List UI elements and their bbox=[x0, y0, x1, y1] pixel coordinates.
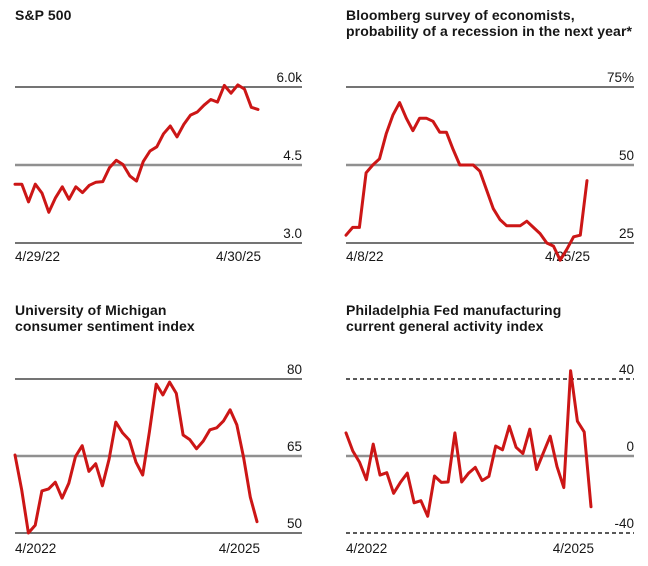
recession-probability-line-chart: 75% 50 25 4/8/22 4/25/25 bbox=[344, 70, 634, 264]
y-axis-label: 80 bbox=[287, 362, 302, 377]
x-axis-start-label: 4/2022 bbox=[15, 541, 56, 556]
chart-panel-recession-probability: Bloomberg survey of economists, probabil… bbox=[324, 0, 648, 283]
sp500-line-chart: 6.0k 4.5 3.0 4/29/22 4/30/25 bbox=[13, 70, 302, 264]
y-axis-label: 6.0k bbox=[276, 70, 302, 85]
chart-title: Philadelphia Fed manufacturing current g… bbox=[346, 302, 561, 334]
x-axis-end-label: 4/2025 bbox=[219, 541, 260, 556]
x-axis-start-label: 4/29/22 bbox=[15, 249, 60, 264]
x-axis-start-label: 4/8/22 bbox=[346, 249, 384, 264]
chart-title-line: current general activity index bbox=[346, 318, 544, 334]
chart-title-line: probability of a recession in the next y… bbox=[346, 23, 633, 39]
series-line bbox=[344, 101, 589, 262]
chart-title: S&P 500 bbox=[15, 7, 71, 23]
philly-fed-line-chart: 40 0 -40 4/2022 4/2025 bbox=[344, 362, 634, 556]
y-axis-label: 50 bbox=[287, 516, 302, 531]
series-line bbox=[344, 369, 593, 518]
y-axis-label: 40 bbox=[619, 362, 634, 377]
series-line bbox=[13, 380, 259, 535]
y-axis-label: -40 bbox=[614, 516, 634, 531]
consumer-sentiment-line-chart: 80 65 50 4/2022 4/2025 bbox=[13, 362, 302, 556]
y-axis-label: 4.5 bbox=[283, 148, 302, 163]
chart-title-line: Philadelphia Fed manufacturing bbox=[346, 302, 562, 318]
x-axis-start-label: 4/2022 bbox=[346, 541, 387, 556]
series-line bbox=[13, 83, 260, 214]
chart-panel-sp500: S&P 500 6.0k 4.5 3.0 4/29/22 4/30/25 bbox=[0, 0, 324, 283]
y-axis-label: 3.0 bbox=[283, 226, 302, 241]
x-axis-end-label: 4/30/25 bbox=[216, 249, 261, 264]
y-axis-label: 25 bbox=[619, 226, 634, 241]
chart-title-line: University of Michigan bbox=[15, 302, 167, 318]
chart-title: Bloomberg survey of economists, probabil… bbox=[346, 7, 632, 39]
chart-title-line: consumer sentiment index bbox=[15, 318, 195, 334]
chart-panel-philly-fed: Philadelphia Fed manufacturing current g… bbox=[324, 283, 648, 566]
chart-title: University of Michigan consumer sentimen… bbox=[15, 302, 195, 334]
y-axis-label: 0 bbox=[626, 439, 634, 454]
chart-panel-consumer-sentiment: University of Michigan consumer sentimen… bbox=[0, 283, 324, 566]
chart-title-line: Bloomberg survey of economists, bbox=[346, 7, 575, 23]
y-axis-label: 75% bbox=[607, 70, 634, 85]
y-axis-label: 50 bbox=[619, 148, 634, 163]
y-axis-label: 65 bbox=[287, 439, 302, 454]
chart-title-line: S&P 500 bbox=[15, 7, 72, 23]
x-axis-end-label: 4/2025 bbox=[553, 541, 594, 556]
x-axis-end-label: 4/25/25 bbox=[545, 249, 590, 264]
